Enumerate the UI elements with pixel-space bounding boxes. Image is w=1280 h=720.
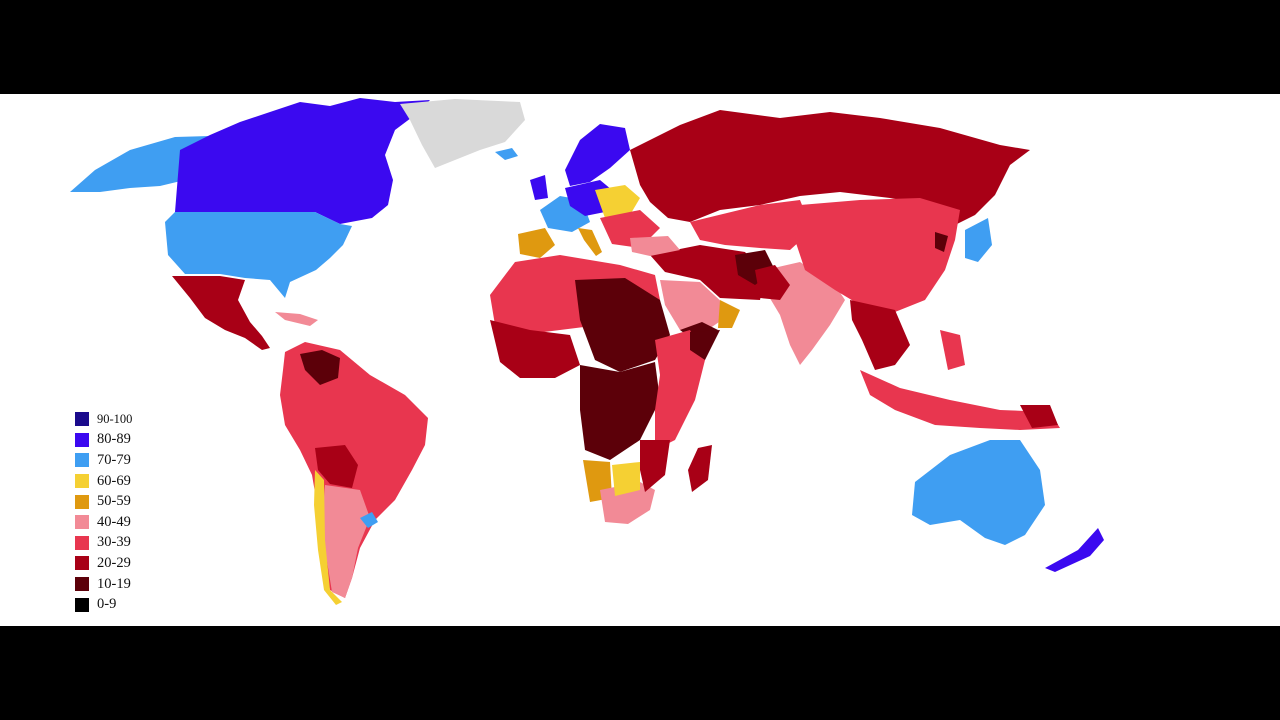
- region-mexico[interactable]: [172, 276, 270, 350]
- map-legend: 90-100 80-89 70-79 60-69 50-59 40-49 30-…: [75, 409, 132, 615]
- region-caribbean[interactable]: [275, 312, 318, 326]
- region-uk[interactable]: [530, 175, 548, 200]
- legend-label: 30-39: [97, 534, 131, 551]
- legend-label: 10-19: [97, 575, 131, 592]
- legend-label: 50-59: [97, 493, 131, 510]
- legend-swatch: [75, 412, 89, 427]
- region-botswana[interactable]: [612, 462, 640, 496]
- region-mainland-southeast-asia[interactable]: [850, 300, 910, 370]
- region-alaska[interactable]: [70, 136, 210, 192]
- region-canada[interactable]: [175, 98, 430, 224]
- region-central-asia[interactable]: [690, 200, 812, 250]
- region-greenland[interactable]: [400, 99, 525, 168]
- region-uruguay[interactable]: [360, 512, 378, 528]
- region-chile[interactable]: [314, 470, 342, 605]
- legend-label: 20-29: [97, 554, 131, 571]
- legend-label: 70-79: [97, 451, 131, 468]
- region-china[interactable]: [795, 198, 960, 312]
- legend-item: 90-100: [75, 409, 132, 430]
- legend-label: 0-9: [97, 596, 117, 613]
- region-new-zealand[interactable]: [1045, 528, 1104, 572]
- region-pakistan[interactable]: [755, 265, 790, 300]
- region-central-europe[interactable]: [565, 180, 612, 216]
- legend-swatch: [75, 453, 89, 468]
- region-oman[interactable]: [718, 300, 740, 328]
- region-scandinavia[interactable]: [565, 124, 630, 186]
- region-eastern-europe[interactable]: [595, 185, 640, 218]
- region-russia[interactable]: [630, 110, 1030, 225]
- region-iceland[interactable]: [495, 148, 518, 160]
- region-iberia[interactable]: [518, 228, 555, 258]
- region-turkey[interactable]: [630, 236, 680, 256]
- world-map: [70, 98, 1104, 605]
- legend-label: 60-69: [97, 472, 131, 489]
- letterbox-bottom: [0, 626, 1280, 720]
- legend-item: 50-59: [75, 491, 132, 512]
- region-japan[interactable]: [965, 218, 992, 262]
- legend-label: 90-100: [97, 411, 133, 426]
- region-sahel[interactable]: [575, 278, 670, 372]
- legend-item: 0-9: [75, 594, 132, 615]
- region-mozambique[interactable]: [640, 440, 670, 492]
- region-west-africa[interactable]: [490, 320, 580, 378]
- region-usa[interactable]: [165, 212, 352, 298]
- letterbox-top: [0, 0, 1280, 94]
- legend-label: 40-49: [97, 513, 131, 530]
- legend-swatch: [75, 474, 89, 489]
- region-philippines[interactable]: [940, 330, 965, 370]
- legend-item: 10-19: [75, 574, 132, 595]
- region-argentina[interactable]: [322, 485, 370, 598]
- region-australia[interactable]: [912, 440, 1045, 545]
- legend-item: 80-89: [75, 430, 132, 451]
- region-central-africa[interactable]: [580, 362, 660, 460]
- legend-swatch: [75, 597, 89, 612]
- legend-swatch: [75, 494, 89, 509]
- region-korea[interactable]: [935, 232, 948, 252]
- legend-swatch: [75, 577, 89, 592]
- legend-swatch: [75, 535, 89, 550]
- legend-item: 60-69: [75, 471, 132, 492]
- region-indonesia[interactable]: [860, 370, 1060, 430]
- region-italy[interactable]: [578, 228, 602, 256]
- region-east-africa[interactable]: [655, 330, 705, 450]
- world-map-panel: 90-100 80-89 70-79 60-69 50-59 40-49 30-…: [0, 94, 1280, 626]
- region-somalia[interactable]: [690, 330, 720, 360]
- legend-swatch: [75, 556, 89, 571]
- region-madagascar[interactable]: [688, 445, 712, 492]
- legend-swatch: [75, 432, 89, 447]
- legend-item: 20-29: [75, 553, 132, 574]
- region-southern-africa[interactable]: [600, 482, 655, 524]
- legend-swatch: [75, 515, 89, 530]
- region-arabian-peninsula[interactable]: [660, 280, 725, 335]
- legend-label: 80-89: [97, 431, 131, 448]
- region-bolivia[interactable]: [315, 445, 358, 488]
- region-papua-new-guinea[interactable]: [1020, 405, 1058, 428]
- legend-item: 70-79: [75, 450, 132, 471]
- region-venezuela[interactable]: [300, 350, 340, 385]
- legend-item: 40-49: [75, 512, 132, 533]
- legend-item: 30-39: [75, 533, 132, 554]
